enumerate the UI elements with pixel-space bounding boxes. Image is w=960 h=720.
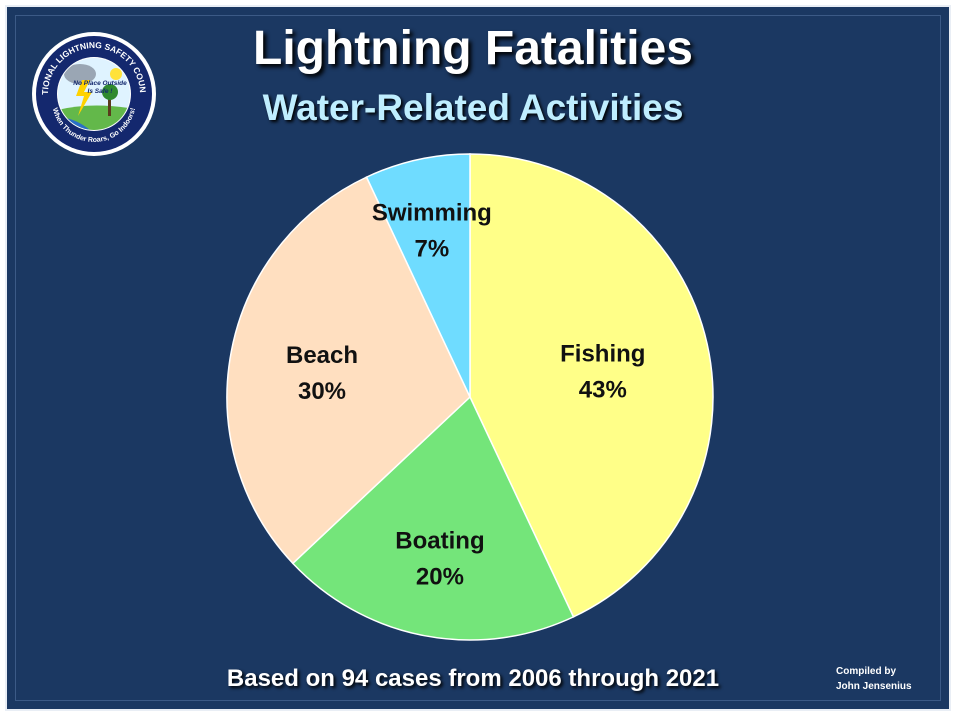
- pie-slice-boating: [291, 395, 575, 641]
- slice-value-boating: 20%: [416, 564, 464, 591]
- credit-line-2: John Jensenius: [836, 681, 912, 692]
- slice-value-swimming: 7%: [414, 235, 449, 262]
- slice-label-fishing: Fishing: [560, 340, 645, 367]
- pie-slice-beach: [226, 176, 471, 565]
- footer-note: Based on 94 cases from 2006 through 2021: [226, 665, 720, 692]
- slice-label-boating: Boating: [395, 528, 484, 555]
- slice-value-fishing: 43%: [579, 376, 627, 403]
- logo-center-text-2: Is Safe !: [88, 88, 114, 95]
- slice-value-beach: 30%: [298, 378, 346, 405]
- page-subtitle: Water-Related Activities: [262, 87, 684, 128]
- council-logo: NATIONAL LIGHTNING SAFETY COUNCIL When T…: [30, 30, 156, 156]
- page-title: Lightning Fatalities: [253, 22, 693, 75]
- pie-slice-fishing: [469, 153, 714, 618]
- slice-label-beach: Beach: [286, 342, 358, 369]
- slice-label-swimming: Swimming: [372, 199, 492, 226]
- pie-slice-swimming: [365, 153, 471, 398]
- logo-center-text-1: No Place Outside: [73, 80, 127, 87]
- credit-block: Compiled by John Jensenius: [836, 664, 946, 694]
- credit-line-1: Compiled by: [836, 666, 897, 677]
